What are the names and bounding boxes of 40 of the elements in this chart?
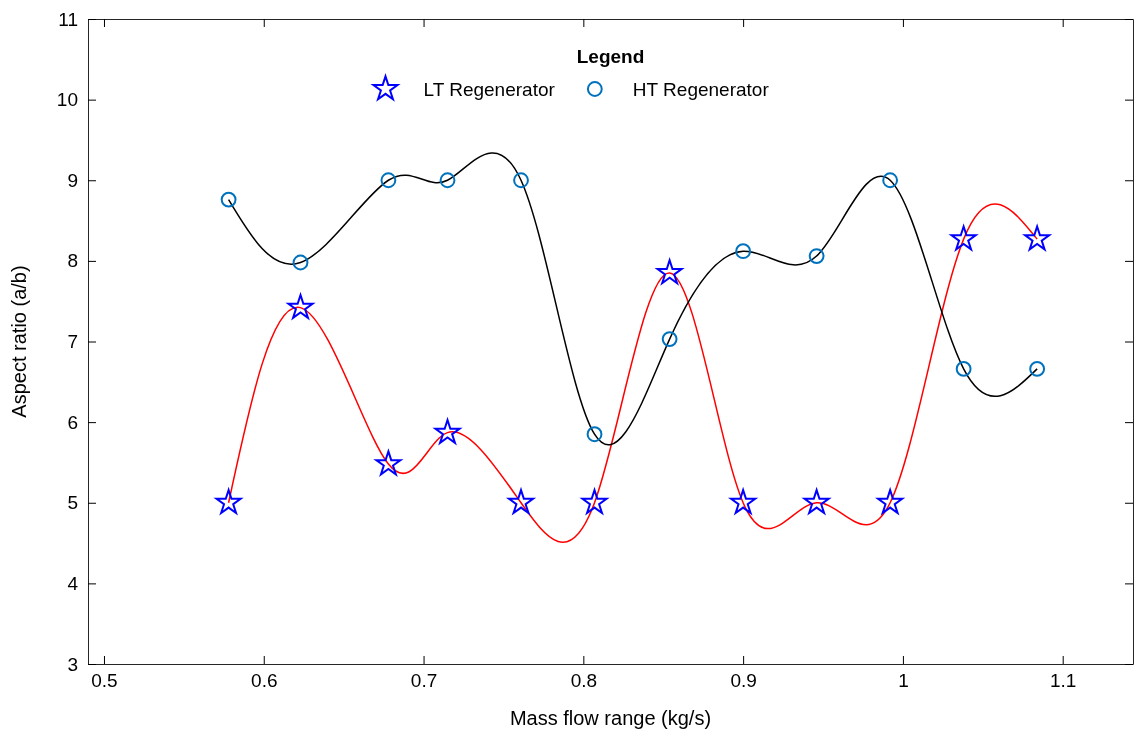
point xyxy=(882,172,899,189)
x-tick-label: 0.7 xyxy=(410,670,438,692)
y-axis-title: Aspect ratio (a/b) xyxy=(8,265,30,418)
y-tick-label: 10 xyxy=(56,89,78,111)
legend-label: LT Regenerator xyxy=(423,79,556,100)
x-tick-label: 1 xyxy=(898,670,909,692)
x-tick-label: 1.1 xyxy=(1049,670,1077,692)
point xyxy=(507,489,535,514)
point xyxy=(439,172,456,189)
x-tick-label: 0.5 xyxy=(91,670,118,692)
point xyxy=(434,418,461,444)
point xyxy=(513,172,529,189)
y-tick-label: 3 xyxy=(67,653,78,675)
y-tick-label: 7 xyxy=(67,331,78,353)
point xyxy=(1029,361,1046,377)
point xyxy=(808,248,825,264)
point xyxy=(220,191,237,208)
y-tick-label: 6 xyxy=(67,411,78,433)
point xyxy=(955,361,972,377)
point xyxy=(581,489,608,514)
point xyxy=(877,489,904,514)
x-tick-label: 0.9 xyxy=(730,670,757,692)
y-tick-label: 11 xyxy=(58,8,78,30)
point xyxy=(287,293,314,319)
point xyxy=(380,172,397,189)
y-tick-label: 5 xyxy=(67,492,78,514)
x-tick-label: 0.8 xyxy=(570,670,598,692)
point xyxy=(586,426,603,443)
point xyxy=(661,331,678,347)
y-tick-label: 9 xyxy=(67,169,78,191)
y-tick-label: 8 xyxy=(67,250,78,272)
x-axis-title: Mass flow range (kg/s) xyxy=(509,707,712,729)
x-tick-label: 0.6 xyxy=(251,670,278,692)
point xyxy=(1024,225,1051,251)
legend-label: HT Regenerator xyxy=(632,79,770,100)
legend-title: Legend xyxy=(576,46,645,67)
point xyxy=(730,489,757,514)
point xyxy=(292,254,309,271)
point xyxy=(735,243,752,260)
y-tick-label: 4 xyxy=(67,572,79,594)
